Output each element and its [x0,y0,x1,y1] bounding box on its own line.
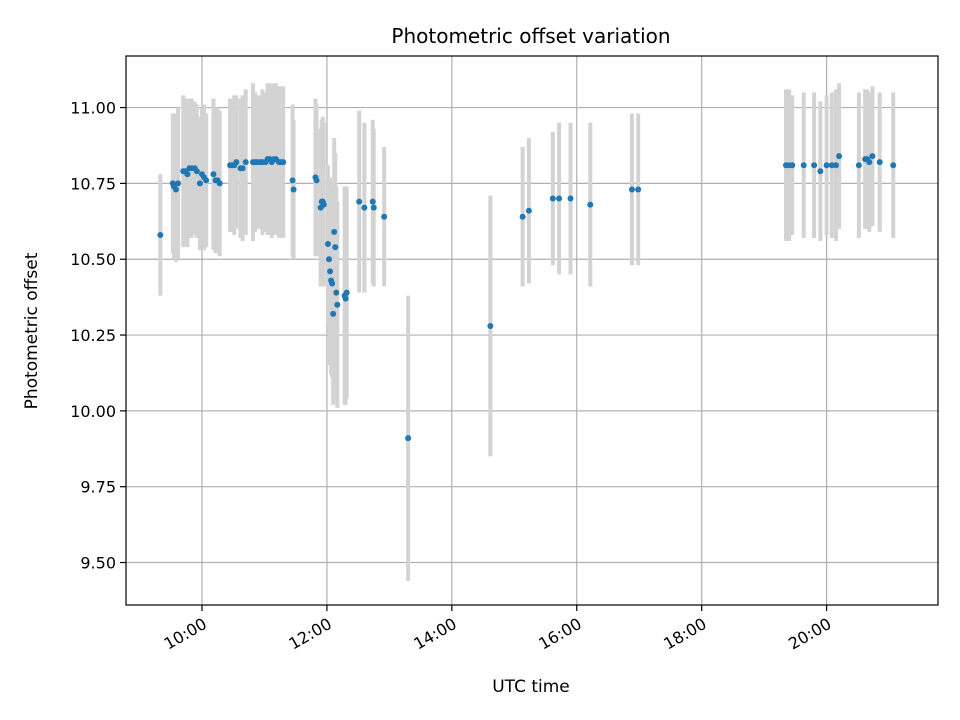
data-point [369,198,376,205]
data-point [890,162,897,169]
data-point [789,162,796,169]
data-point [313,177,320,184]
data-point [800,162,807,169]
x-tick-label: 10:00 [161,614,210,654]
data-points [157,153,897,442]
y-axis-label: Photometric offset [22,252,42,409]
data-point [242,159,249,166]
chart-title: Photometric offset variation [391,24,670,48]
data-point [332,244,339,251]
data-point [525,207,532,214]
data-point [556,195,563,202]
y-tick-label: 9.50 [80,554,116,573]
data-point [324,241,331,248]
x-tick-label: 14:00 [410,614,459,654]
data-point [216,180,223,187]
data-point [203,177,210,184]
data-point [193,168,200,175]
y-tick-label: 10.75 [70,174,116,193]
data-point [157,231,164,238]
data-point [587,201,594,208]
y-tick-label: 9.75 [80,478,116,497]
data-point [866,159,873,166]
data-point [361,204,368,211]
grid-lines [126,56,938,605]
data-point [172,186,179,193]
data-point [876,159,883,166]
data-point [635,186,642,193]
data-point [343,289,350,296]
x-tick-label: 18:00 [660,614,709,654]
data-point [519,213,526,220]
data-point [828,162,835,169]
x-tick-label: 20:00 [785,614,834,654]
y-tick-label: 10.00 [70,402,116,421]
data-point [855,162,862,169]
x-tick-label: 16:00 [535,614,584,654]
data-point [233,159,240,166]
data-point [280,159,287,166]
data-point [811,162,818,169]
plot-frame [125,55,939,606]
data-point [330,310,337,317]
data-point [405,435,412,442]
data-point [356,198,363,205]
data-point [210,171,217,178]
data-point [290,186,297,193]
y-tick-label: 11.00 [70,99,116,118]
data-point [342,295,349,302]
data-point [331,228,338,235]
data-point [327,268,334,275]
data-point [184,171,191,178]
data-point [334,301,341,308]
x-axis-label: UTC time [492,677,570,697]
data-point [196,180,203,187]
data-point [836,153,843,160]
data-point [823,162,830,169]
y-tick-label: 10.50 [70,250,116,269]
data-point [832,162,839,169]
data-point [239,165,246,172]
data-point [817,168,824,175]
y-tick-label: 10.25 [70,326,116,345]
data-point [567,195,574,202]
data-point [326,256,332,263]
data-point [175,180,182,187]
data-point [487,322,494,329]
data-point [628,186,635,193]
data-point [549,195,556,202]
data-point [869,153,876,160]
data-point [333,289,340,296]
x-tick-label: 12:00 [285,614,334,654]
data-point [329,280,336,287]
data-point [381,213,388,220]
data-point [289,177,296,184]
data-point [320,201,327,208]
data-point [370,204,377,211]
